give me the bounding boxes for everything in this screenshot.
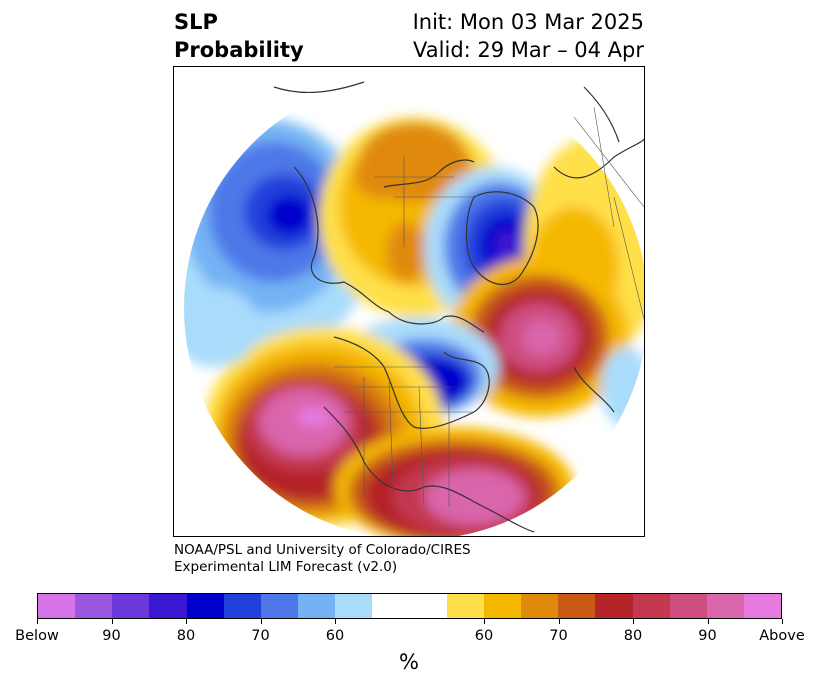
credit-line2: Experimental LIM Forecast (v2.0)	[174, 559, 398, 575]
colorbar-tick-mark	[782, 619, 783, 624]
colorbar-tick-label: 90	[102, 628, 121, 644]
colorbar-tick-label: 80	[176, 628, 196, 644]
colorbar	[37, 593, 782, 619]
colorbar-tick-label: 60	[474, 628, 494, 644]
probability-map	[173, 66, 645, 537]
colorbar-tick-label: 60	[325, 628, 345, 644]
valid-range: Valid: 29 Mar – 04 Apr	[413, 38, 644, 62]
colorbar-segment	[483, 594, 522, 618]
colorbar-tick-mark	[335, 619, 336, 624]
forecast-dates: Init: Mon 03 Mar 2025 Valid: 29 Mar – 04…	[413, 8, 644, 64]
colorbar-tick-mark	[484, 619, 485, 624]
colorbar-segment	[521, 594, 559, 618]
title-type: Probability	[174, 38, 304, 62]
colorbar-tick-label: 80	[623, 628, 643, 644]
colorbar-segment	[409, 594, 447, 618]
borders	[334, 106, 644, 508]
colorbar-segment	[112, 594, 150, 618]
polar-map-svg	[184, 76, 644, 536]
colorbar-segment	[223, 594, 261, 618]
colorbar-segment	[260, 594, 299, 618]
title-variable: SLP	[174, 10, 218, 34]
colorbar-segment	[38, 594, 76, 618]
colorbar-tick-label: 70	[251, 628, 270, 644]
colorbar-segment	[186, 594, 224, 618]
colorbar-segment	[335, 594, 373, 618]
colorbar-tick-mark	[186, 619, 187, 624]
colorbar-tick-mark	[260, 619, 262, 624]
init-date: Init: Mon 03 Mar 2025	[412, 10, 644, 34]
colorbar-tick-mark	[633, 619, 634, 624]
colorbar-tick-mark	[111, 619, 113, 624]
map-title: SLP Probability	[174, 8, 304, 64]
colorbar-tick-label: Above	[759, 628, 805, 644]
colorbar-segment	[446, 594, 484, 618]
colorbar-tick-label: 90	[698, 628, 717, 644]
shaded-field	[184, 76, 644, 536]
colorbar-unit: %	[399, 650, 419, 674]
colorbar-segment	[669, 594, 707, 618]
colorbar-tick-mark	[707, 619, 709, 624]
colorbar-tick-label: Below	[15, 628, 59, 644]
colorbar-segment	[75, 594, 113, 618]
colorbar-segment	[706, 594, 744, 618]
colorbar-tick-mark	[558, 619, 560, 624]
colorbar-segment	[743, 594, 782, 618]
colorbar-tick-label: 70	[549, 628, 568, 644]
colorbar-segment	[558, 594, 596, 618]
colorbar-segment	[149, 594, 187, 618]
coastlines	[273, 81, 644, 533]
colorbar-segment	[595, 594, 633, 618]
colorbar-tick-mark	[37, 619, 38, 624]
colorbar-segment	[632, 594, 670, 618]
colorbar-segment	[372, 594, 410, 618]
credit-line1: NOAA/PSL and University of Colorado/CIRE…	[174, 542, 471, 558]
credit-text: NOAA/PSL and University of Colorado/CIRE…	[174, 542, 471, 576]
colorbar-segment	[298, 594, 336, 618]
